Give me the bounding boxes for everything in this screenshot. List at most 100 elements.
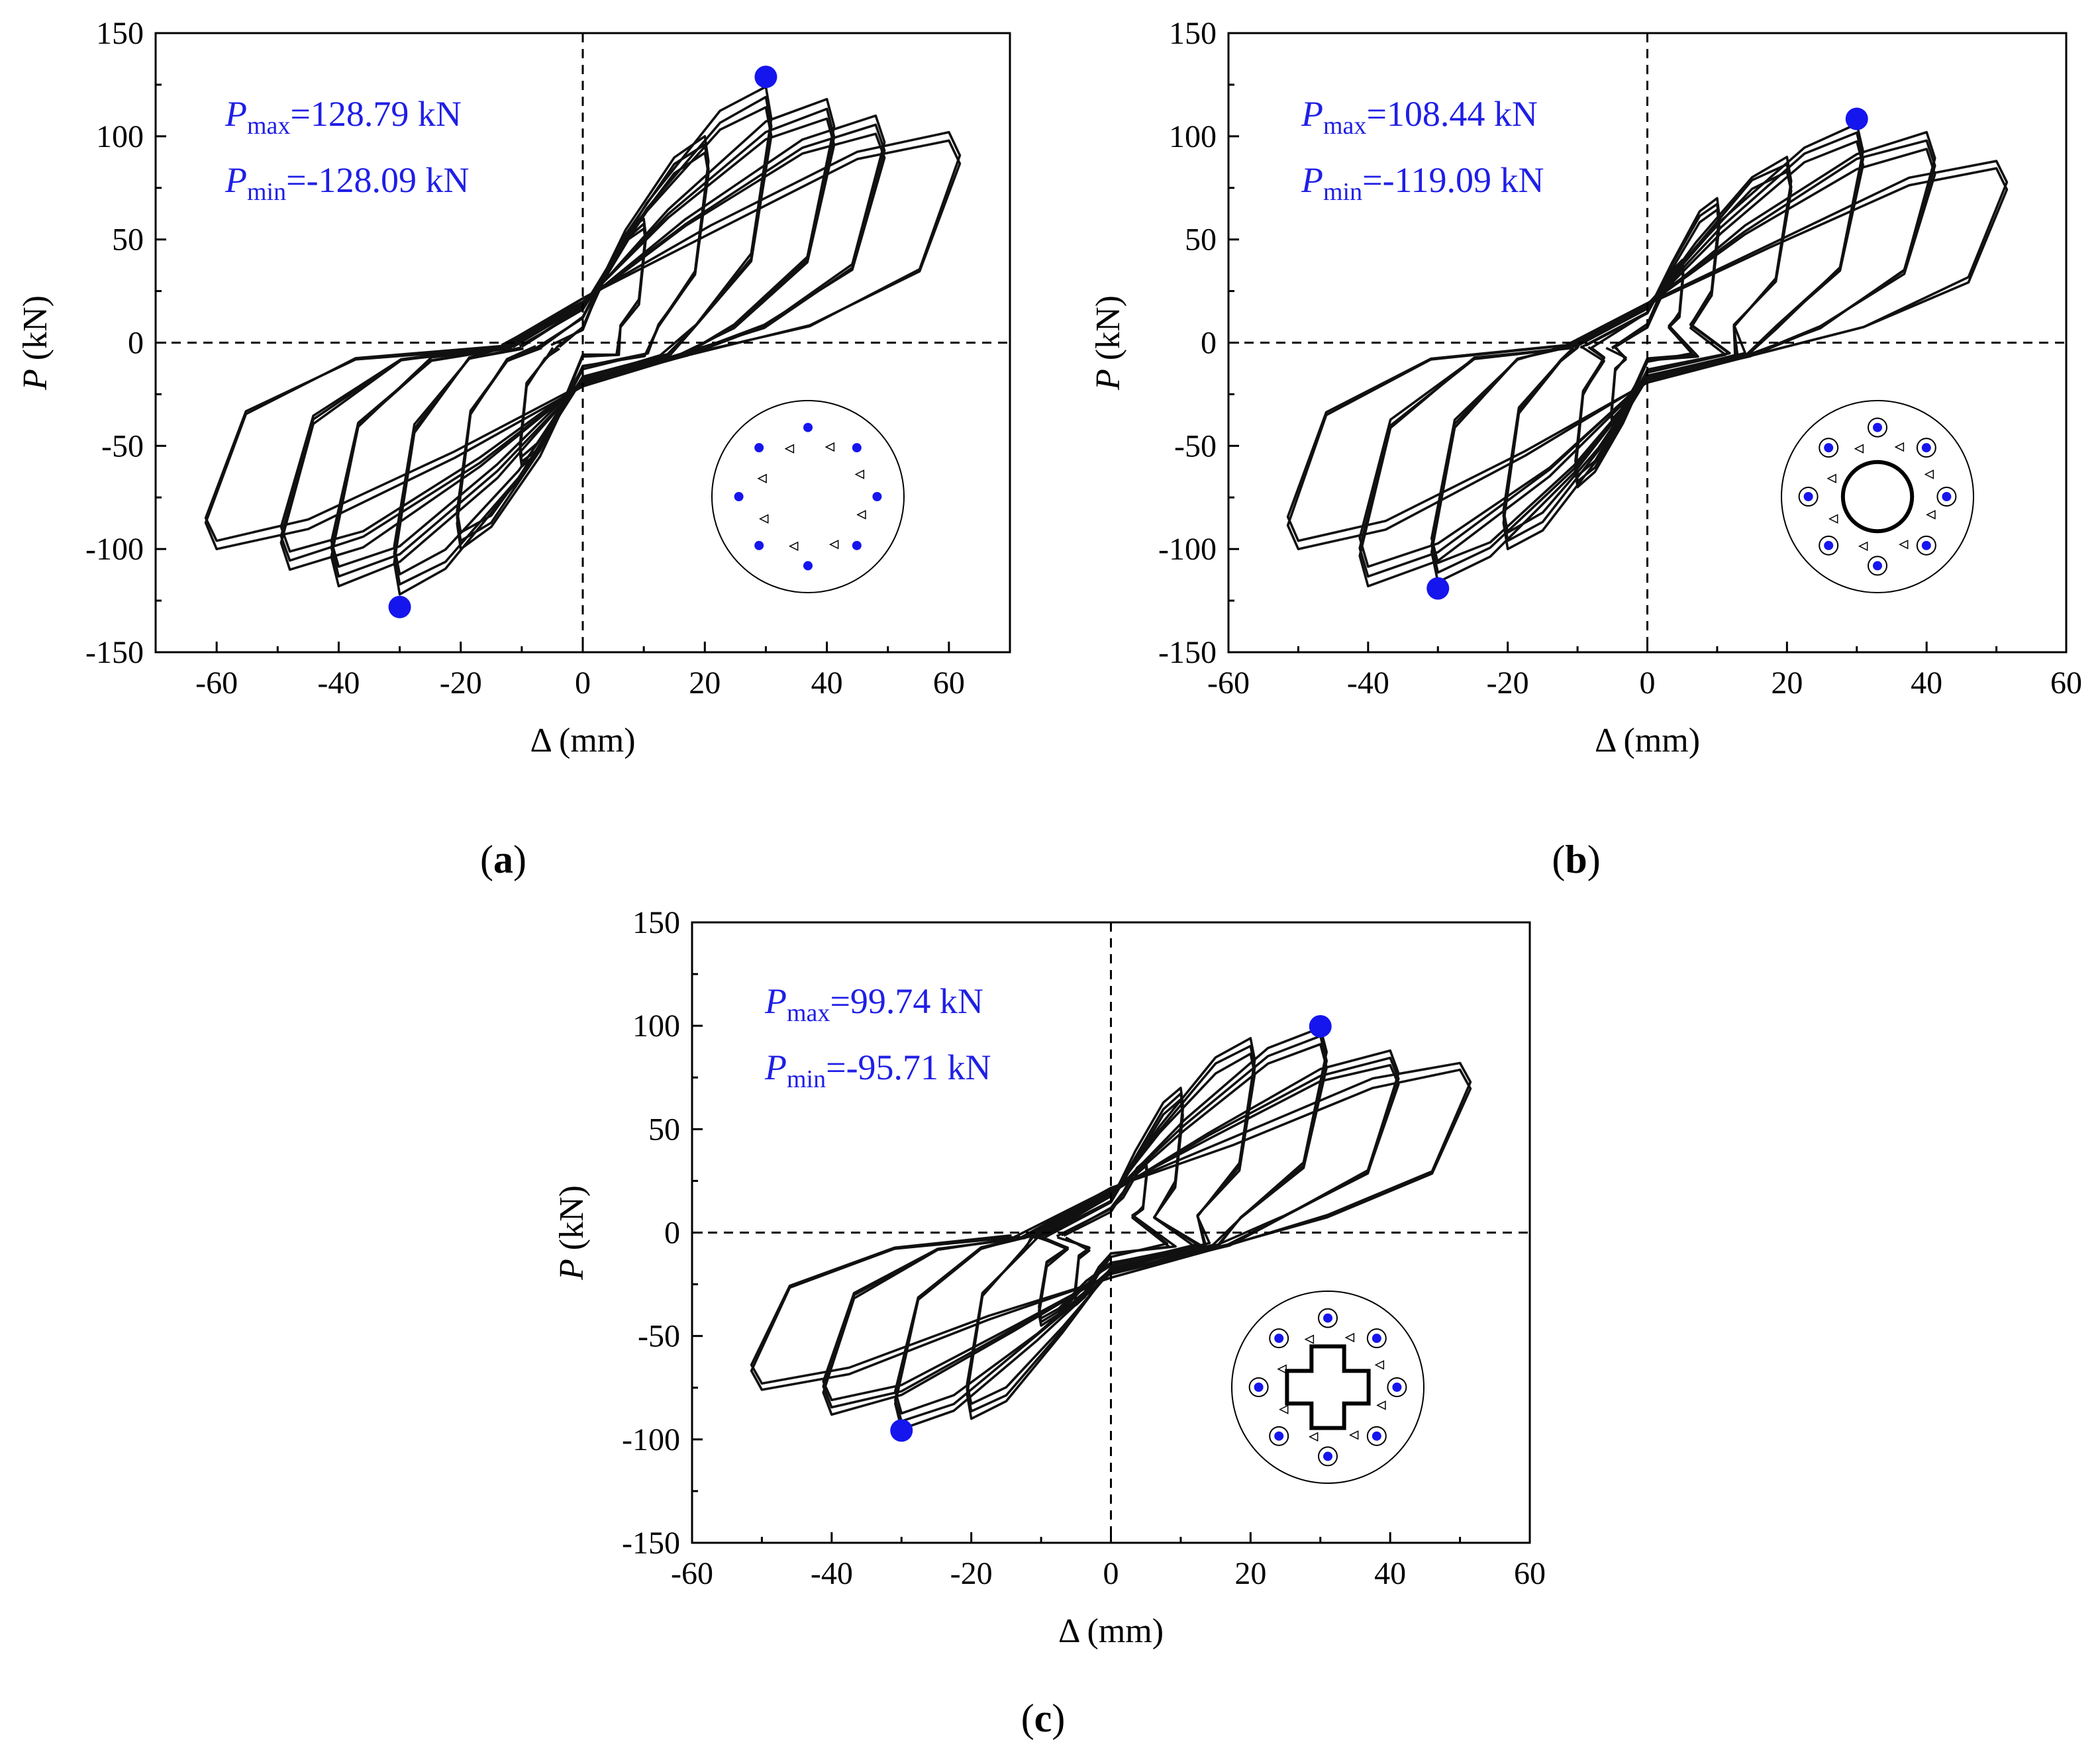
x-tick-label: 40 xyxy=(811,665,843,701)
plot-frame-c xyxy=(691,921,1531,1544)
x-tick-label: 20 xyxy=(689,665,721,701)
y-tick-label: 100 xyxy=(96,119,144,154)
x-tick-label: 60 xyxy=(2050,665,2082,701)
y-axis-label-a: P (kN) xyxy=(17,295,54,391)
y-tick-label: 50 xyxy=(112,222,144,258)
panel-letter-a: a xyxy=(493,838,513,881)
y-tick-label: -100 xyxy=(1158,532,1217,567)
pmax-var-c: P xyxy=(764,981,787,1021)
x-tick-label: 40 xyxy=(1911,665,1942,701)
pmin-sub-b: min xyxy=(1323,178,1362,206)
aggregate-triangle xyxy=(1376,1400,1386,1410)
rebar-dot xyxy=(1274,1334,1284,1343)
pmax-annotation-c: Pmax=99.74 kN xyxy=(764,981,983,1027)
duct-circle xyxy=(1798,487,1819,507)
axis-ticks-a: -60 -40 -20 0 20 40 60 -150 -100 -50 0 50 100 150 xyxy=(85,16,965,701)
rebar-dot xyxy=(1824,443,1834,453)
peak-marker-pmin xyxy=(388,595,411,618)
aggregate-triangle xyxy=(1826,473,1836,483)
rebar-dot xyxy=(1323,1313,1332,1323)
aggregate-triangle xyxy=(854,469,865,479)
x-tick-label: 0 xyxy=(1640,665,1656,701)
x-tick-label: -20 xyxy=(440,665,482,701)
y-tick-label: 0 xyxy=(664,1216,680,1251)
aggregate-triangle xyxy=(1279,1404,1289,1414)
rebar-dot xyxy=(1942,492,1952,501)
aggregate-triangle xyxy=(1898,540,1909,550)
pmax-value-b: =108.44 kN xyxy=(1366,94,1537,134)
peak-marker-pmax xyxy=(1845,107,1868,130)
peak-markers-c xyxy=(890,1014,1332,1442)
peak-markers-b xyxy=(1426,107,1868,600)
aggregate-triangle xyxy=(1828,514,1838,524)
plot-frame-b xyxy=(1227,32,2068,654)
duct-circle xyxy=(1366,1328,1387,1349)
duct-circle xyxy=(1819,438,1839,458)
aggregate-triangle xyxy=(1894,442,1905,452)
pmax-value-c: =99.74 kN xyxy=(830,981,983,1021)
rebar-dot xyxy=(1274,1431,1284,1441)
x-tick-label: -40 xyxy=(317,665,360,701)
duct-circle xyxy=(1868,556,1887,576)
aggregate-triangle xyxy=(1304,1334,1315,1344)
rebar-dot xyxy=(1323,1451,1332,1461)
pmin-value-c: =-95.71 kN xyxy=(826,1048,991,1087)
rebar-dot xyxy=(803,422,813,432)
hysteresis-curves-c xyxy=(750,1026,1472,1430)
peak-marker-pmax xyxy=(754,66,777,89)
aggregate-triangle xyxy=(1858,541,1868,552)
duct-circle xyxy=(1366,1426,1387,1446)
hysteresis-loop xyxy=(1574,209,1731,477)
inner-cross-tube xyxy=(1285,1344,1371,1430)
hysteresis-loop xyxy=(750,1068,1472,1385)
x-tick-label: 0 xyxy=(1103,1556,1119,1591)
x-tick-label: -60 xyxy=(195,665,238,701)
panel-label-c: (c) xyxy=(1021,1696,1066,1740)
aggregate-triangle xyxy=(1344,1332,1355,1343)
pmax-sub-c: max xyxy=(787,999,830,1027)
rebar-dot xyxy=(734,492,744,501)
rebar-dot xyxy=(1873,561,1882,571)
peak-marker-pmin xyxy=(1426,577,1450,600)
hysteresis-loop xyxy=(1038,1092,1205,1324)
y-tick-label: 100 xyxy=(1169,119,1217,154)
aggregate-triangle xyxy=(1348,1430,1359,1440)
duct-circle xyxy=(1269,1328,1289,1349)
y-tick-label: -50 xyxy=(1174,428,1217,464)
y-tick-label: 0 xyxy=(128,326,144,361)
panel-letter-b: b xyxy=(1565,838,1587,881)
cross-section-inset-c xyxy=(1231,1291,1425,1484)
aggregate-triangle xyxy=(828,540,839,550)
y-tick-label: 50 xyxy=(648,1112,680,1147)
pmin-sub-c: min xyxy=(787,1065,826,1093)
aggregate-triangle xyxy=(1854,444,1864,454)
x-tick-label: 20 xyxy=(1234,1556,1266,1591)
section-outline xyxy=(711,400,905,593)
duct-circle xyxy=(1916,438,1936,458)
cross-section-inset-a xyxy=(711,400,905,593)
rebar-dot xyxy=(1873,422,1882,432)
aggregate-triangle xyxy=(784,444,795,454)
y-axis-label-b: P (kN) xyxy=(1089,295,1127,391)
hysteresis-loop xyxy=(279,123,886,562)
hysteresis-loop xyxy=(1037,1098,1199,1320)
pmax-annotation-b: Pmax=108.44 kN xyxy=(1301,94,1538,140)
y-tick-label: 100 xyxy=(632,1008,680,1044)
cross-section-inset-b xyxy=(1781,400,1974,593)
x-axis-label-c: Δ (mm) xyxy=(1058,1612,1164,1650)
x-tick-label: -60 xyxy=(1207,665,1250,701)
plot-frame-a xyxy=(154,32,1011,654)
duct-circle xyxy=(1819,535,1839,556)
duct-circle xyxy=(1248,1377,1269,1397)
pmin-sub-a: min xyxy=(247,178,286,206)
rebar-dot xyxy=(1254,1383,1264,1392)
panel-letter-c: c xyxy=(1034,1696,1052,1740)
panel-label-b: (b) xyxy=(1552,838,1600,881)
rebar-dot xyxy=(754,540,764,550)
pmin-value-b: =-119.09 kN xyxy=(1362,160,1544,200)
pmax-var-a: P xyxy=(225,94,247,134)
aggregate-triangle xyxy=(1308,1432,1319,1442)
rebar-dot xyxy=(1372,1334,1381,1343)
x-tick-label: 60 xyxy=(1514,1556,1546,1591)
